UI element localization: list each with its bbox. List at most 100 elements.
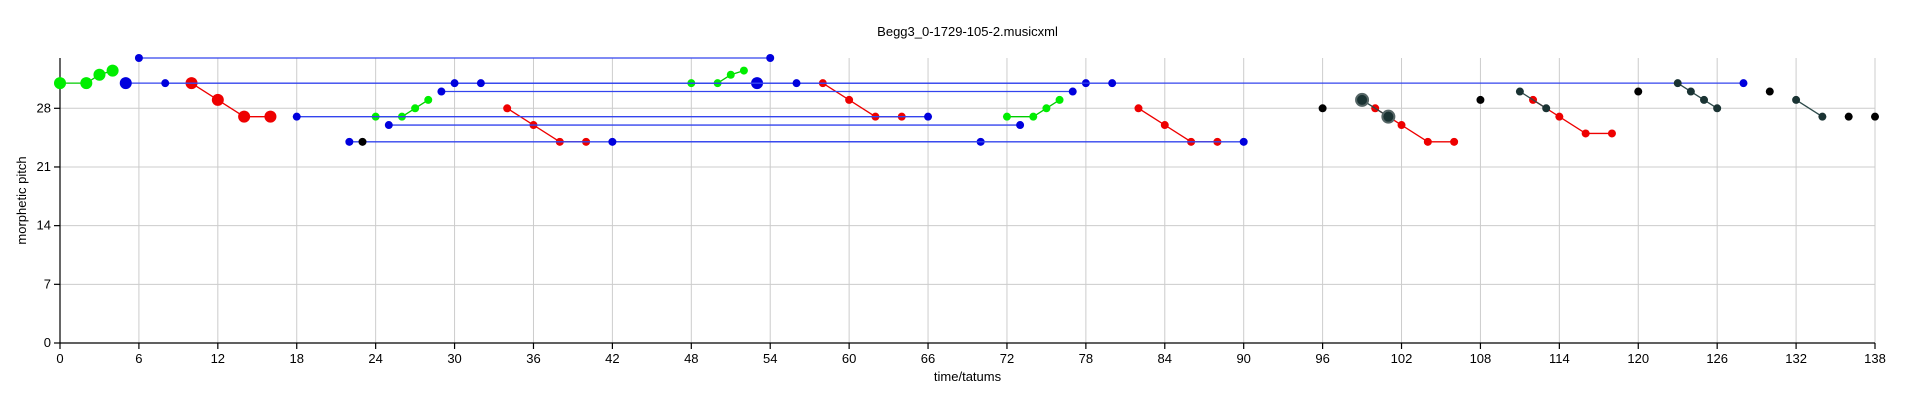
data-point — [792, 79, 801, 88]
data-point — [924, 112, 933, 121]
chart-title: Begg3_0-1729-105-2.musicxml — [877, 24, 1058, 39]
data-point — [1476, 95, 1485, 104]
data-point — [384, 121, 393, 130]
y-tick-label: 14 — [37, 218, 51, 233]
x-tick-label: 24 — [368, 351, 382, 366]
x-tick-label: 66 — [921, 351, 935, 366]
data-point — [1818, 112, 1827, 121]
series-black — [1871, 112, 1879, 121]
data-point — [80, 77, 93, 90]
data-point — [608, 137, 617, 146]
data-point — [739, 66, 748, 75]
data-point — [292, 112, 301, 121]
x-tick-label: 96 — [1315, 351, 1329, 366]
data-point — [1713, 104, 1722, 113]
data-point — [1055, 95, 1064, 104]
data-point — [161, 79, 170, 88]
x-tick-label: 0 — [56, 351, 63, 366]
data-point — [1068, 87, 1077, 96]
series-black — [1765, 87, 1774, 96]
data-point — [1355, 92, 1370, 107]
data-point — [1844, 112, 1853, 121]
data-point — [1397, 121, 1406, 130]
series-blue — [792, 79, 801, 88]
series-line — [1006, 99, 1060, 118]
series-line — [191, 82, 271, 118]
data-point — [1673, 79, 1682, 88]
series-line — [1519, 90, 1547, 109]
data-point — [450, 79, 459, 88]
data-point — [211, 93, 224, 106]
data-point — [1381, 109, 1396, 124]
y-tick-label: 0 — [44, 335, 51, 350]
series-black — [358, 137, 367, 146]
data-point — [54, 77, 66, 90]
x-tick-label: 126 — [1706, 351, 1728, 366]
data-point — [411, 104, 420, 113]
data-point — [134, 54, 143, 62]
data-point — [1423, 137, 1432, 146]
series-dark — [1673, 79, 1722, 113]
x-tick-label: 30 — [447, 351, 461, 366]
data-point — [345, 137, 354, 146]
series-line — [60, 69, 113, 84]
data-point — [93, 68, 106, 81]
series-red — [818, 79, 906, 121]
series-black — [1634, 87, 1643, 96]
x-tick-label: 42 — [605, 351, 619, 366]
data-point — [1160, 121, 1169, 130]
grid-layer — [59, 58, 1876, 343]
series-blue — [134, 54, 775, 62]
series-green — [687, 66, 748, 88]
data-point — [1581, 129, 1590, 138]
axis-layer: 0 6 12 18 24 30 36 42 48 54 60 66 72 78 84 90 96 102 108 11… — [37, 58, 1886, 366]
data-point — [1700, 95, 1709, 104]
data-point — [1450, 137, 1459, 146]
series-green — [1002, 95, 1064, 121]
data-point — [1318, 104, 1327, 113]
x-tick-label: 72 — [1000, 351, 1014, 366]
data-point — [845, 95, 854, 104]
x-tick-label: 18 — [290, 351, 304, 366]
x-tick-label: 12 — [211, 351, 225, 366]
y-tick-label: 21 — [37, 159, 51, 174]
data-point — [1792, 95, 1801, 104]
data-point — [1042, 104, 1051, 113]
x-tick-label: 60 — [842, 351, 856, 366]
data-point — [1871, 112, 1879, 121]
data-point — [358, 137, 367, 146]
data-point — [238, 110, 251, 123]
series-red — [1134, 104, 1222, 146]
data-point — [1686, 87, 1695, 96]
x-tick-label: 120 — [1627, 351, 1649, 366]
x-tick-label: 114 — [1549, 351, 1570, 366]
series-blue — [437, 87, 1077, 96]
x-axis-label: time/tatums — [934, 369, 1002, 384]
x-tick-label: 90 — [1236, 351, 1250, 366]
series-line — [1795, 99, 1823, 118]
data-point — [726, 70, 735, 79]
x-tick-label: 132 — [1785, 351, 1807, 366]
series-red — [1371, 104, 1459, 146]
y-tick-label: 28 — [37, 100, 51, 115]
series-line — [822, 82, 902, 118]
x-tick-label: 54 — [763, 351, 777, 366]
series-blue — [608, 137, 1248, 146]
data-point — [503, 104, 512, 113]
data-point — [1108, 79, 1117, 88]
x-tick-label: 84 — [1158, 351, 1172, 366]
series-dark — [1355, 92, 1396, 124]
data-point — [1542, 104, 1551, 113]
series-green — [54, 64, 119, 90]
series-black — [1318, 104, 1327, 113]
x-tick-label: 78 — [1079, 351, 1093, 366]
data-point — [106, 64, 119, 77]
data-point — [264, 110, 277, 123]
data-point — [424, 95, 433, 104]
y-axis-label: morphetic pitch — [14, 156, 29, 244]
data-point — [1016, 121, 1025, 130]
data-point — [1555, 112, 1564, 121]
data-point — [1765, 87, 1774, 96]
